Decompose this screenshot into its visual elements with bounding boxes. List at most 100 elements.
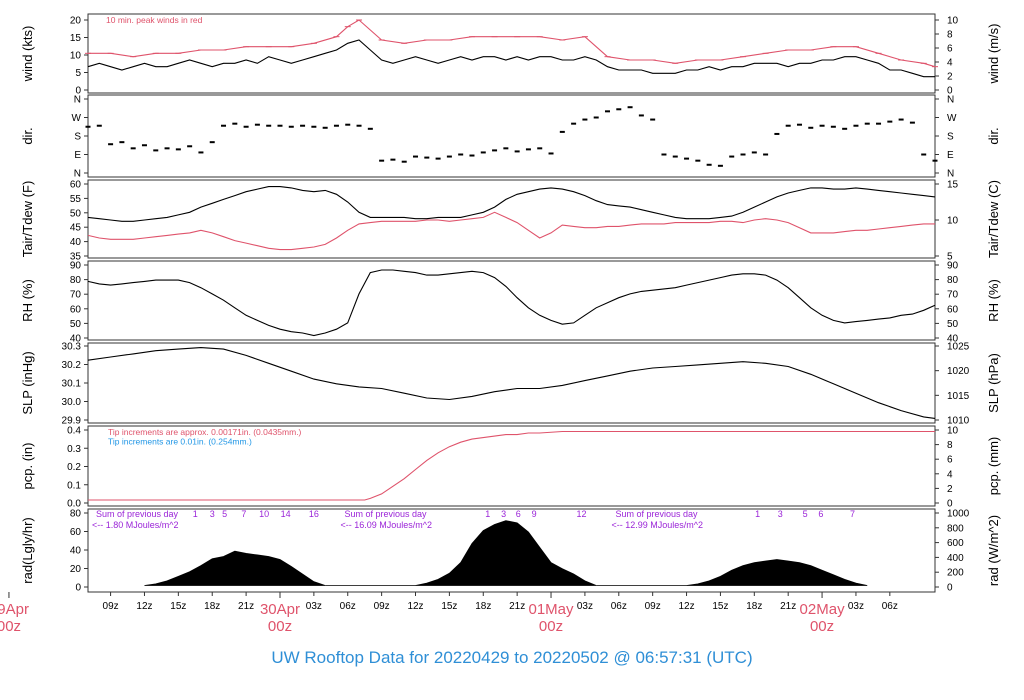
radiation-hour-mark: 14	[281, 509, 291, 519]
y-tick-label-left: 0.3	[67, 444, 81, 455]
daily-sum-value: <-- 16.09 MJoules/m^2	[340, 520, 432, 530]
data-point	[525, 148, 531, 151]
y-tick-label-left: 29.9	[62, 416, 82, 427]
data-point	[717, 164, 723, 167]
series-line-red	[88, 430, 935, 501]
radiation-hour-mark: 5	[222, 509, 227, 519]
y-tick-label-right: 1015	[947, 391, 970, 402]
daily-sum-value: <-- 1.80 MJoules/m^2	[92, 520, 179, 530]
x-tick-label: 12z	[407, 601, 423, 612]
data-point	[175, 148, 181, 151]
day-label-date: 02May	[800, 601, 846, 618]
panel-annotation: 10 min. peak winds in red	[106, 15, 203, 25]
y-tick-label-left: 30.1	[62, 379, 82, 390]
y-tick-label-right: 0	[947, 86, 953, 97]
data-point	[446, 155, 452, 158]
data-point	[288, 125, 294, 128]
panel-wind: 0 5 10 15 20 0 2 4 6 8 10 wind (kts) wind (m/s) 10 mi…	[20, 13, 1001, 97]
y-tick-label-left: 55	[70, 194, 82, 205]
x-tick-label: 21z	[238, 601, 254, 612]
y-tick-label-right: 80	[947, 275, 959, 286]
x-tick-label: 21z	[780, 601, 796, 612]
y-tick-label-left: 45	[70, 223, 82, 234]
data-point	[638, 114, 644, 117]
y-tick-label-left: 50	[70, 208, 82, 219]
data-point	[650, 118, 656, 121]
data-point	[221, 124, 227, 127]
data-point	[774, 132, 780, 135]
y-tick-label-left: 60	[70, 180, 82, 191]
y-tick-label-right: 8	[947, 30, 953, 41]
y-tick-label-right: N	[947, 169, 954, 180]
x-tick-label: 09z	[374, 601, 390, 612]
radiation-area	[144, 550, 326, 586]
y-tick-label-right: W	[947, 113, 957, 124]
data-point	[808, 126, 814, 129]
y-tick-label-right: 1025	[947, 342, 970, 353]
panel-pcp: 0.0 0.1 0.2 0.3 0.4 0 2 4 6 8 10 pcp. (in) pcp. (mm)…	[20, 425, 1001, 510]
data-point	[864, 122, 870, 125]
y-axis-label-right: pcp. (mm)	[986, 437, 1001, 496]
panel-annotation: Tip increments are approx. 0.00171in. (0…	[108, 427, 302, 437]
y-tick-label-right: 70	[947, 290, 959, 301]
data-point	[751, 151, 757, 154]
data-point	[740, 153, 746, 156]
y-tick-label-right: 4	[947, 469, 953, 480]
y-tick-label-right: 1020	[947, 366, 970, 377]
y-axis-label-right: rad (W/m^2)	[986, 515, 1001, 586]
data-point	[254, 123, 260, 126]
data-point	[424, 156, 430, 159]
y-tick-label-left: 30.3	[62, 342, 82, 353]
x-tick-label: 15z	[441, 601, 457, 612]
y-tick-label-right: 1000	[947, 509, 970, 520]
y-axis-label-left: dir.	[20, 127, 35, 144]
series-line-black	[87, 39, 935, 78]
radiation-hour-mark: 7	[850, 509, 855, 519]
footer-title: UW Rooftop Data for 20220429 to 20220502…	[271, 648, 753, 667]
day-label-hour: 00z	[268, 618, 292, 635]
y-tick-label-left: 50	[70, 319, 82, 330]
data-point	[627, 106, 633, 109]
y-tick-label-right: 15	[947, 180, 959, 191]
y-axis-label-left: SLP (inHg)	[20, 351, 35, 414]
y-axis-label-right: dir.	[986, 127, 1001, 144]
data-point	[909, 121, 915, 124]
data-point	[763, 153, 769, 156]
data-point	[853, 124, 859, 127]
data-point	[604, 110, 610, 113]
y-tick-label-left: N	[74, 95, 81, 106]
panel-rh: 40 50 60 70 80 90 40 50 60 70 80 90 RH (%) RH (%)	[20, 260, 1001, 345]
data-point	[932, 159, 938, 162]
y-tick-label-right: 90	[947, 261, 959, 272]
y-tick-label-left: E	[74, 150, 81, 161]
data-point	[413, 155, 419, 158]
data-point	[119, 141, 125, 144]
data-point	[141, 144, 147, 147]
x-tick-label: 06z	[340, 601, 356, 612]
radiation-area	[686, 559, 868, 586]
day-label-date: 29Apr	[0, 601, 29, 618]
data-point	[492, 149, 498, 152]
data-point	[876, 122, 882, 125]
y-axis-label-left: Tair/Tdew (F)	[20, 181, 35, 258]
y-axis-label-left: pcp. (in)	[20, 443, 35, 490]
data-point	[322, 126, 328, 129]
x-tick-label: 15z	[170, 601, 186, 612]
x-tick-label: 09z	[103, 601, 119, 612]
y-tick-label-right: 5	[947, 252, 953, 263]
data-point	[537, 147, 543, 150]
y-tick-label-right: 0	[947, 499, 953, 510]
radiation-hour-mark: 1	[193, 509, 198, 519]
x-tick-label: 06z	[611, 601, 627, 612]
data-point	[559, 130, 565, 133]
y-tick-label-left: 30.2	[62, 360, 82, 371]
x-tick-label: 18z	[475, 601, 491, 612]
y-tick-label-right: 600	[947, 538, 964, 549]
data-point	[503, 147, 509, 150]
data-point	[458, 153, 464, 156]
y-tick-label-right: S	[947, 132, 954, 143]
data-point	[277, 124, 283, 127]
y-tick-label-right: 0	[947, 583, 953, 594]
data-point	[300, 124, 306, 127]
